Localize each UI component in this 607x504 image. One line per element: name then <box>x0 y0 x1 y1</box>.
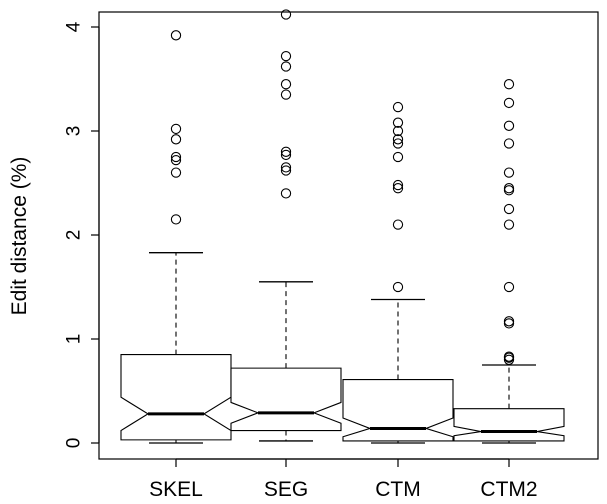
x-tick-label: SEG <box>264 478 308 501</box>
box-body <box>230 367 342 432</box>
outlier-point <box>170 214 182 225</box>
outlier-point <box>392 117 404 128</box>
outlier-point <box>392 138 404 149</box>
outlier-point <box>503 316 515 327</box>
outlier-point <box>280 50 292 62</box>
outlier-point <box>392 183 404 194</box>
box-body <box>120 354 232 441</box>
box-skel <box>120 30 232 444</box>
outlier-point <box>503 185 515 196</box>
box-ctm <box>342 101 454 444</box>
outlier-point <box>170 123 182 135</box>
outlier-point <box>503 281 515 293</box>
outlier-point <box>503 79 515 90</box>
outlier-point <box>503 203 515 215</box>
outlier-point <box>170 134 182 145</box>
outlier-point <box>503 219 515 230</box>
outlier-point <box>392 219 404 230</box>
x-tick-label: CTM2 <box>480 478 537 501</box>
outlier-point <box>280 162 292 173</box>
outlier-point <box>392 101 404 113</box>
outlier-point <box>392 125 404 137</box>
boxes <box>120 9 565 444</box>
outlier-point <box>280 146 292 157</box>
x-tick-label: CTM <box>375 478 421 501</box>
x-tick-label: SKEL <box>149 478 203 501</box>
y-tick-label: 2 <box>64 230 85 241</box>
outlier-point <box>170 30 182 41</box>
outlier-point <box>280 61 292 72</box>
outlier-point <box>503 183 515 194</box>
y-axis-label: Edit distance (%) <box>8 157 31 316</box>
y-axis: 0 1 2 3 4 <box>64 21 100 448</box>
outlier-point <box>503 167 515 178</box>
outlier-point <box>280 9 292 20</box>
outlier-point <box>280 79 292 90</box>
y-tick-label: 1 <box>64 334 85 345</box>
outlier-point <box>280 165 292 176</box>
outlier-point <box>392 179 404 191</box>
outlier-point <box>170 151 182 163</box>
outlier-point <box>392 134 404 145</box>
outlier-point <box>170 154 182 166</box>
outlier-point <box>503 351 515 362</box>
y-tick-label: 3 <box>64 126 85 137</box>
outlier-point <box>280 188 292 199</box>
outlier-point <box>503 97 515 109</box>
box-seg <box>230 9 342 442</box>
x-axis: SKEL SEG CTM CTM2 <box>149 458 538 501</box>
outlier-point <box>392 151 404 163</box>
outlier-point <box>280 89 292 100</box>
outlier-point <box>170 167 182 178</box>
box-ctm2 <box>453 79 565 444</box>
outlier-point <box>280 149 292 161</box>
outlier-point <box>503 120 515 131</box>
outlier-point <box>503 318 515 329</box>
y-tick-label: 4 <box>64 21 85 32</box>
box-body <box>453 408 565 442</box>
y-tick-label: 0 <box>64 438 85 449</box>
box-body <box>342 379 454 442</box>
outlier-point <box>392 281 404 293</box>
outlier-point <box>503 138 515 149</box>
